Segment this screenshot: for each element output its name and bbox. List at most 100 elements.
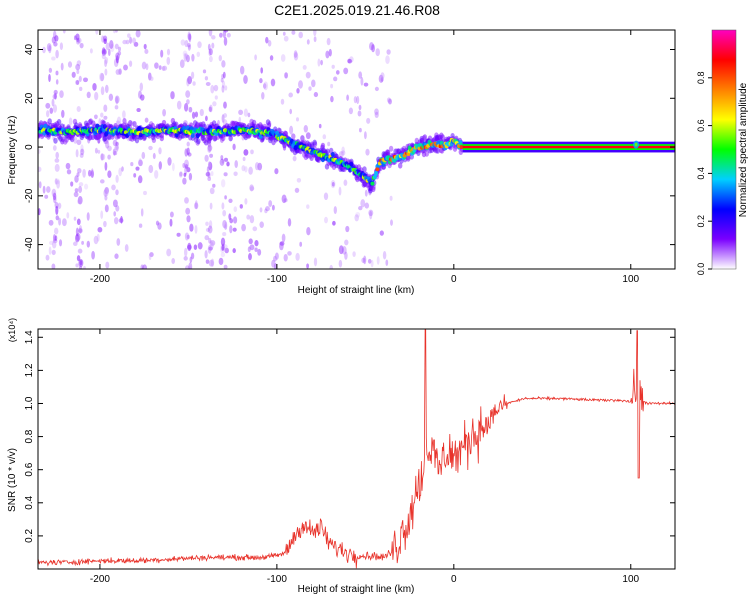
spectrogram-cell-97: [179, 171, 183, 177]
spectrogram-cell-430: [219, 32, 223, 38]
spectrogram-cell-23: [158, 161, 162, 170]
spectrogram-cell-120: [355, 211, 361, 218]
spectrogram-cell-300: [207, 144, 213, 152]
spectrogram-cell-390: [186, 78, 190, 87]
spectrogram-cell-64: [136, 107, 141, 113]
spectrogram-cell-442: [103, 220, 107, 228]
spectrogram-cell-630: [73, 191, 79, 198]
spectrogram-cell-330: [154, 62, 159, 69]
spectrogram-cell-302: [352, 251, 356, 258]
spectrogram-cell-88: [48, 246, 52, 255]
spectrogram-cell-205: [385, 259, 389, 266]
spectrogram-cell-38: [208, 48, 212, 57]
spectrogram-cell-2153: [370, 181, 375, 186]
spectrogram-cell-105: [51, 56, 56, 61]
spectrogram-cell-633: [148, 164, 154, 174]
spectrogram-cell-417: [295, 117, 300, 122]
spectrogram-cell-70: [269, 55, 274, 61]
spectrogram-cell-435: [184, 164, 189, 170]
spectrogram-cell-529: [220, 237, 226, 247]
spectrogram-cell-443: [48, 219, 54, 226]
spectrogram-cell-1666: [440, 134, 445, 141]
spectrogram-cell-415: [211, 42, 215, 49]
spectrogram-cell-151: [75, 149, 79, 158]
spectrogram-cell-221: [213, 84, 219, 92]
spectrogram-cell-246: [76, 172, 80, 177]
spectrogram-cell-225: [264, 208, 268, 214]
spectrogram-cell-2264: [459, 145, 464, 150]
spectrogram-cell-1132: [227, 123, 232, 130]
spectrogram-cell-112: [242, 156, 246, 162]
spectrogram-x-ticks: -200 -100 0 100: [90, 30, 640, 285]
spectrogram-cell-2159: [375, 167, 380, 172]
spectrogram-cell-41: [209, 202, 213, 210]
spectrogram-cell-522: [249, 184, 254, 192]
spectrogram-cell-50: [148, 72, 152, 81]
spectrogram-cell-95: [204, 76, 209, 81]
spectrogram-cell-327: [305, 71, 311, 79]
spectrogram-cell-632: [229, 225, 233, 234]
spectrogram-cell-546: [374, 86, 379, 92]
spectrogram-cell-527: [135, 166, 140, 171]
spectrogram-cell-645: [207, 143, 212, 153]
spectrogram-cell-545: [123, 64, 128, 71]
spectrogram-cell-448: [111, 184, 116, 191]
spectrogram-cell-454: [74, 175, 79, 183]
spectrogram-cell-502: [122, 39, 128, 45]
snr-frame: [37, 328, 676, 570]
spectrogram-cell-29: [221, 60, 226, 68]
spectrogram-cell-528: [299, 241, 303, 247]
spectrogram-cell-233: [348, 107, 354, 115]
spectrogram-cell-268: [270, 78, 276, 87]
spectrogram-cell-207: [292, 155, 297, 162]
spectrogram-cell-103: [210, 171, 214, 177]
spectrogram-cell-73: [94, 114, 98, 120]
spectrogram-cell-469: [78, 75, 82, 82]
spectrogram-cell-197: [105, 42, 110, 51]
spectrogram-cell-285: [114, 95, 120, 104]
spectrogram-cell-183: [221, 179, 226, 188]
x-tick-label-0: -200: [90, 274, 110, 285]
spectrogram-cell-1377: [325, 148, 330, 155]
spectrogram-cell-506: [103, 38, 107, 45]
spectrogram-cell-600: [112, 139, 118, 147]
spectrogram-cell-55: [364, 189, 368, 197]
spectrogram-cell-643: [160, 49, 164, 58]
spectrogram-cell-56: [224, 157, 228, 162]
spectrogram-cell-421: [93, 235, 99, 245]
spectrogram-cell-445: [184, 159, 189, 169]
spectrogram-cell-215: [295, 252, 300, 261]
spectrogram-cell-428: [205, 115, 208, 122]
spectrogram-cell-252: [282, 31, 286, 36]
spectrogram-cell-102: [187, 44, 192, 50]
spectrogram-cell-603: [51, 240, 57, 249]
spectrogram-cell-258: [248, 238, 253, 245]
spectrogram-cell-340: [207, 171, 211, 179]
spectrogram-cell-574: [104, 195, 108, 201]
spectrogram-cell-107: [375, 48, 380, 57]
spectrogram-cell-190: [212, 183, 216, 188]
x-tick-label-3: 100: [622, 274, 639, 285]
spectrogram-cell-468: [260, 67, 264, 74]
spectrogram-cell-488: [107, 145, 112, 152]
spectrogram-cell-439: [188, 172, 193, 181]
spectrogram-cell-624: [104, 187, 109, 197]
spectrogram-cell-240: [90, 170, 95, 179]
spectrogram-cell-333: [365, 148, 370, 156]
spectrogram-cell-620: [223, 113, 228, 118]
spectrogram-cell-462: [51, 249, 56, 256]
spectrogram-cell-492: [129, 60, 133, 67]
spectrogram-cell-46: [221, 74, 224, 80]
spectrogram-cell-1717: [458, 149, 463, 155]
spectrogram-cell-608: [46, 186, 51, 193]
spectrogram-cell-65: [389, 195, 393, 201]
spectrogram-cell-273: [59, 90, 64, 99]
spectrogram-cell-434: [293, 50, 298, 58]
y-tick-label-2: 0.6: [24, 462, 35, 476]
spectrogram-cell-247: [115, 30, 118, 33]
colorbar-label: Normalized spectral amplitude: [738, 82, 749, 217]
spectrogram-cell-634: [183, 256, 188, 261]
spectrogram-cell-198: [369, 42, 374, 51]
spectrogram-cell-234: [313, 92, 319, 98]
spectrogram-cell-1: [155, 220, 160, 226]
